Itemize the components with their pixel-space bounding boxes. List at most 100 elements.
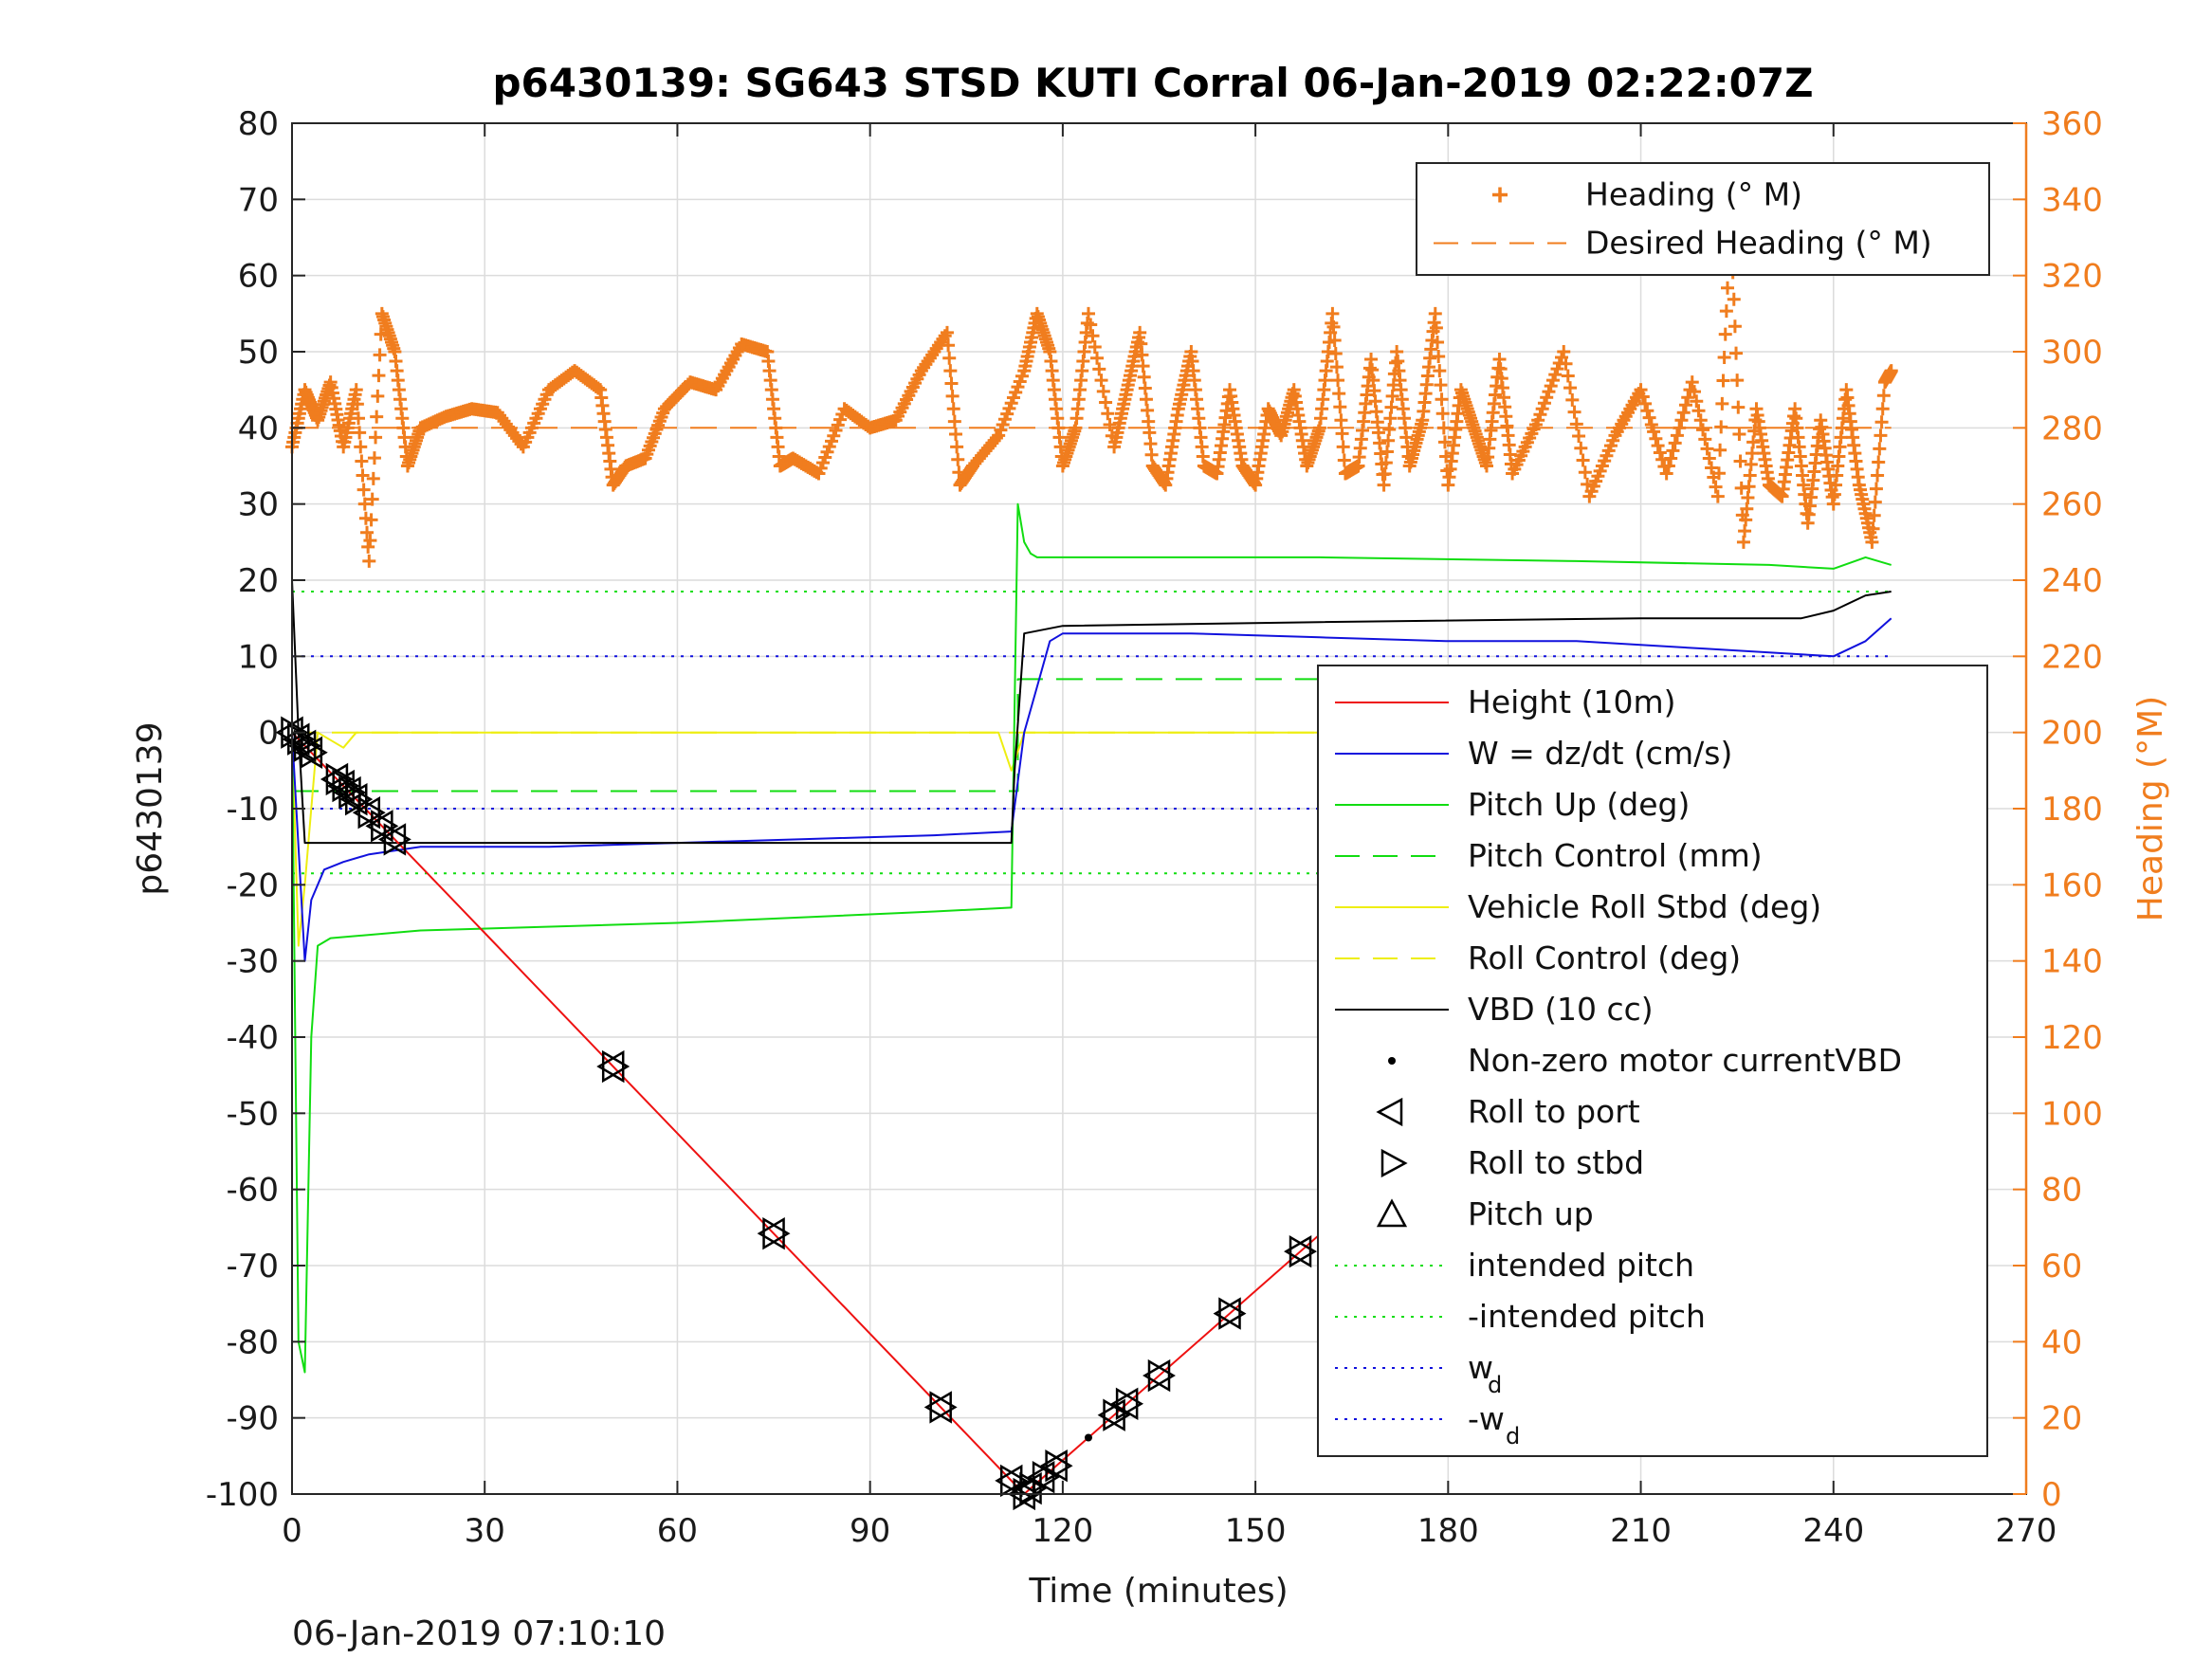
y-right-tick-label: 40 <box>2041 1323 2082 1361</box>
heading-point <box>1666 444 1680 458</box>
heading-point <box>1134 337 1148 351</box>
legend-label: Non-zero motor currentVBD <box>1468 1042 1902 1079</box>
heading-point <box>1092 362 1106 376</box>
legend-label: VBD (10 cc) <box>1468 991 1654 1028</box>
x-tick-label: 0 <box>282 1512 302 1550</box>
y-tick-label: 40 <box>238 410 279 447</box>
y-axis-label: p6430139 <box>131 721 170 895</box>
heading-point <box>1435 392 1449 407</box>
y-tick-label: -80 <box>226 1323 279 1361</box>
heading-point <box>1730 374 1745 388</box>
heading-point <box>1557 345 1571 358</box>
heading-point <box>1431 335 1445 349</box>
heading-point <box>1382 423 1397 437</box>
heading-point <box>369 430 383 445</box>
heading-point <box>364 513 378 527</box>
heading-point <box>1693 413 1708 428</box>
y-tick-label: -20 <box>226 866 279 904</box>
heading-point <box>1434 378 1448 392</box>
heading-point <box>1385 389 1399 403</box>
heading-point <box>1334 413 1348 428</box>
heading-point <box>1433 364 1447 378</box>
roll-to-stbd-marker <box>762 1216 791 1250</box>
heading-point <box>1561 369 1575 383</box>
heading-point <box>1678 398 1692 412</box>
y-right-tick-label: 160 <box>2041 866 2103 904</box>
heading-point <box>1714 420 1728 434</box>
roll-to-port-marker <box>377 823 407 856</box>
legend-label: Roll to stbd <box>1468 1144 1644 1181</box>
heading-point <box>1563 381 1578 395</box>
roll-to-stbd-marker <box>300 736 328 769</box>
heading-point <box>370 410 384 424</box>
heading-point <box>363 534 377 548</box>
y-right-tick-label: 280 <box>2041 410 2103 447</box>
roll-to-port-marker <box>294 736 323 769</box>
heading-point <box>373 348 387 362</box>
y-tick-label: -60 <box>226 1172 279 1210</box>
y-right-tick-label: 60 <box>2041 1248 2082 1285</box>
heading-point <box>360 525 375 539</box>
heading-point <box>361 539 375 554</box>
heading-point <box>1086 329 1100 343</box>
y-tick-label: 80 <box>238 105 279 143</box>
heading-point <box>1380 445 1394 459</box>
heading-point <box>1099 395 1113 410</box>
heading-point <box>1744 457 1758 471</box>
legend-heading: Heading (° M) Desired Heading (° M) <box>1416 162 1990 276</box>
heading-point <box>1731 400 1746 414</box>
roll-to-stbd-marker <box>338 775 367 810</box>
heading-point <box>1326 319 1341 334</box>
roll-to-stbd-marker <box>1045 1449 1073 1483</box>
x-tick-label: 180 <box>1417 1512 1479 1550</box>
heading-point <box>1636 390 1650 404</box>
roll-to-port-marker <box>923 1391 952 1424</box>
heading-point <box>1736 535 1750 549</box>
heading-point <box>1659 466 1673 481</box>
heading-point <box>1719 304 1733 319</box>
heading-point <box>1865 535 1879 549</box>
y-tick-label: -100 <box>206 1476 279 1514</box>
legend-label: -w <box>1468 1400 1505 1437</box>
legend-key <box>1376 1097 1403 1127</box>
y-tick-label: -70 <box>226 1248 279 1285</box>
heading-point <box>366 471 380 485</box>
heading-point <box>1688 385 1702 399</box>
heading-point <box>944 376 959 391</box>
heading-point <box>1876 389 1891 403</box>
heading-point <box>1428 306 1442 320</box>
heading-point <box>1137 370 1151 384</box>
legend-label: Roll Control (deg) <box>1468 939 1741 976</box>
y-tick-label: -50 <box>226 1095 279 1133</box>
y-right-tick-label: 180 <box>2041 791 2103 829</box>
heading-point <box>1429 320 1443 335</box>
heading-point <box>1432 350 1446 364</box>
roll-to-stbd-marker <box>1289 1234 1317 1268</box>
heading-point <box>1090 351 1105 365</box>
roll-to-stbd-marker <box>929 1391 958 1424</box>
heading-point <box>1634 383 1648 397</box>
x-axis-label: Time (minutes) <box>1028 1572 1288 1611</box>
legend-label: Pitch Control (mm) <box>1468 837 1763 874</box>
heading-point <box>1717 351 1731 365</box>
heading-point <box>1651 439 1665 453</box>
heading-point <box>349 383 363 397</box>
y-right-tick-label: 220 <box>2041 638 2103 676</box>
heading-point <box>1567 405 1581 419</box>
heading-point <box>1710 489 1725 503</box>
legend-key <box>1376 1198 1408 1228</box>
heading-point <box>1872 455 1886 469</box>
heading-point <box>1143 437 1158 451</box>
heading-point <box>1435 407 1450 421</box>
legend-label: Heading (° M) <box>1585 176 1802 213</box>
heading-point <box>1713 443 1728 457</box>
heading-point <box>353 426 367 440</box>
y-right-tick-label: 240 <box>2041 562 2103 600</box>
heading-point <box>1709 480 1723 494</box>
heading-point <box>1084 318 1098 332</box>
heading-point <box>1715 396 1729 410</box>
heading-point <box>1640 404 1654 418</box>
legend-key <box>1492 187 1508 203</box>
heading-point <box>1869 482 1883 496</box>
